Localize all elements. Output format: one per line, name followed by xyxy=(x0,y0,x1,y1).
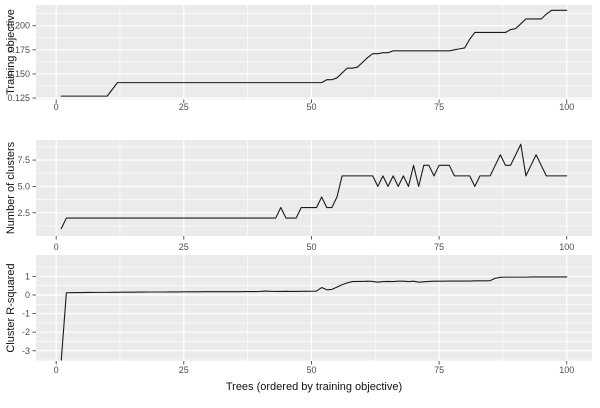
x-tick-label: 25 xyxy=(179,242,189,252)
x-tick-label: 100 xyxy=(559,242,574,252)
y-tick-label: 2.5 xyxy=(17,208,30,218)
series-line-training-objective xyxy=(60,9,568,97)
tick-marks xyxy=(32,159,568,240)
y-tick-label: 0.150 xyxy=(7,69,30,79)
y-tick-label: 0 xyxy=(25,290,30,300)
y-tick-label: 0.175 xyxy=(7,45,30,55)
x-tick-label: 25 xyxy=(179,102,189,112)
x-tick-label: 0 xyxy=(54,102,59,112)
y-tick-label: 0.125 xyxy=(7,93,30,103)
y-tick-label: 5.0 xyxy=(17,181,30,191)
x-tick-label: 75 xyxy=(434,242,444,252)
y-tick-label: 1 xyxy=(25,271,30,281)
gridlines xyxy=(36,140,592,236)
y-tick-label: 7.5 xyxy=(17,155,30,165)
series-line-cluster-r-squared xyxy=(60,276,568,361)
x-tick-label: 0 xyxy=(54,365,59,375)
x-tick-label: 50 xyxy=(306,365,316,375)
tick-marks xyxy=(32,25,568,103)
chart-panel-2: 0 25 50 75 100 -3 -2 -1 0 1 xyxy=(22,255,592,375)
x-tick-label: 0 xyxy=(54,242,59,252)
tick-marks xyxy=(32,275,568,365)
panel-background xyxy=(36,140,592,236)
x-tick-label: 50 xyxy=(306,102,316,112)
panel-background xyxy=(36,255,592,361)
y-tick-label: -2 xyxy=(22,327,30,337)
x-tick-label: 75 xyxy=(434,365,444,375)
gridlines xyxy=(36,5,592,100)
panel-background xyxy=(36,5,592,100)
x-tick-label: 25 xyxy=(179,365,189,375)
y-tick-label: -1 xyxy=(22,309,30,319)
x-tick-label: 50 xyxy=(306,242,316,252)
x-tick-label: 100 xyxy=(559,102,574,112)
y-tick-label: 0.200 xyxy=(7,21,30,31)
gridlines xyxy=(36,255,592,361)
chart-panel-1: 0 25 50 75 100 2.5 5.0 7.5 xyxy=(17,140,592,252)
series-line-number-of-clusters xyxy=(60,143,568,230)
y-axis-title-cluster-r-squared: Cluster R-squared xyxy=(5,263,17,353)
x-tick-label: 75 xyxy=(434,102,444,112)
chart-panel-0: 0 25 50 75 100 0.125 0.150 0.175 0.200 xyxy=(7,5,592,112)
y-tick-label: -3 xyxy=(22,346,30,356)
x-tick-label: 100 xyxy=(559,365,574,375)
x-axis-title: Trees (ordered by training objective) xyxy=(225,381,403,393)
